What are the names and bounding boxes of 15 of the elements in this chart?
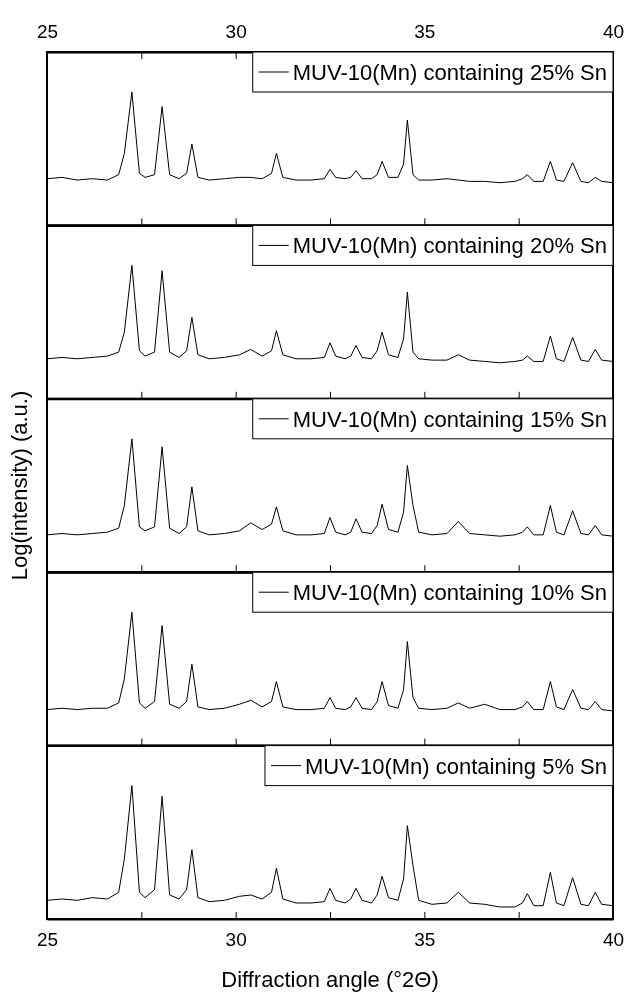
y-axis-title: Log(intensity) (a.u.) <box>7 390 32 581</box>
legend-label: MUV-10(Mn) containing 10% Sn <box>292 580 607 606</box>
x-axis-title: Diffraction angle (°2Θ) <box>221 967 439 992</box>
x2-tick-label: 35 <box>414 21 436 42</box>
legend-label: MUV-10(Mn) containing 5% Sn <box>304 753 607 779</box>
x2-tick-label: 40 <box>602 21 625 42</box>
x2-tick-label: 30 <box>225 21 247 42</box>
legend-label: MUV-10(Mn) containing 15% Sn <box>292 406 607 432</box>
x-tick-label: 40 <box>602 929 625 951</box>
legend-label: MUV-10(Mn) containing 25% Sn <box>292 60 607 85</box>
x-tick-label: 30 <box>225 929 247 951</box>
x-tick-label: 35 <box>414 929 436 951</box>
x2-tick-label: 25 <box>36 21 59 42</box>
legend-label: MUV-10(Mn) containing 20% Sn <box>292 233 607 259</box>
x-tick-label: 25 <box>36 929 59 951</box>
